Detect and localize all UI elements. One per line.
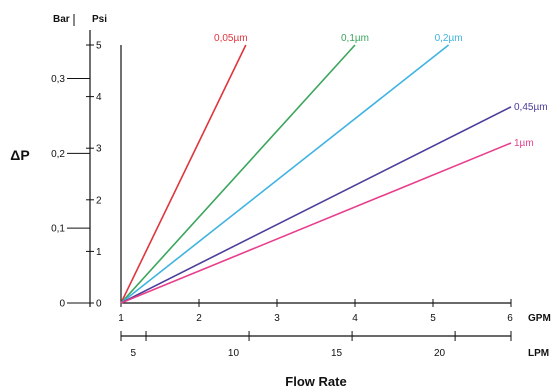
psi-tick-label: 3 [96, 144, 102, 155]
gpm-tick-label: 1 [118, 313, 124, 324]
chart-axes: Psi 0 1 2 3 4 5 Bar 0 0,1 0,2 0,3 1 2 3 4 5 6 GPM 5 10 15 20 LP… [51, 14, 551, 359]
series-label-4: 1µm [514, 138, 534, 149]
lpm-unit-label: LPM [528, 348, 549, 359]
series-label-2: 0,2µm [435, 33, 463, 44]
series-line-0 [120, 44, 247, 304]
series-line-2 [120, 44, 450, 304]
chart-series: 0,05µm 0,1µm 0,2µm 0,45µm 1µm [120, 33, 548, 304]
gpm-tick-label: 3 [274, 313, 280, 324]
psi-tick-label: 0 [96, 299, 102, 310]
bar-tick-label: 0,2 [51, 149, 65, 160]
series-line-4 [120, 142, 512, 304]
psi-tick-label: 5 [96, 41, 102, 52]
lpm-tick-label: 5 [130, 348, 136, 359]
bar-tick-label: 0,3 [51, 74, 65, 85]
psi-tick-label: 1 [96, 247, 102, 258]
series-line-3 [120, 106, 512, 304]
y-axis-title: ΔP [10, 147, 29, 163]
psi-unit-label: Psi [92, 14, 107, 25]
bar-unit-label: Bar [53, 14, 70, 25]
gpm-tick-label: 2 [196, 313, 202, 324]
series-line-1 [120, 44, 356, 304]
lpm-tick-label: 15 [331, 348, 343, 359]
gpm-tick-label: 5 [430, 313, 436, 324]
psi-tick-label: 4 [96, 92, 102, 103]
bar-tick-label: 0 [59, 299, 65, 310]
lpm-tick-label: 10 [228, 348, 240, 359]
gpm-unit-label: GPM [528, 313, 551, 324]
series-label-3: 0,45µm [514, 102, 548, 113]
series-label-1: 0,1µm [341, 33, 369, 44]
bar-tick-label: 0,1 [51, 224, 65, 235]
chart-text: Flow Rate ΔP [10, 147, 346, 389]
psi-tick-label: 2 [96, 195, 102, 206]
x-axis-title: Flow Rate [285, 374, 346, 389]
series-label-0: 0,05µm [214, 33, 248, 44]
gpm-tick-label: 6 [507, 313, 513, 324]
lpm-tick-label: 20 [434, 348, 446, 359]
gpm-tick-label: 4 [352, 313, 358, 324]
